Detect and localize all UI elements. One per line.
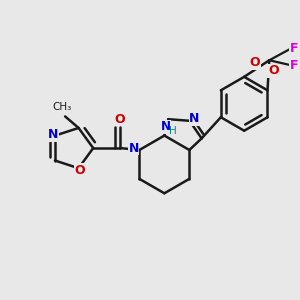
Text: N: N — [189, 112, 200, 125]
Text: O: O — [74, 164, 85, 177]
Text: O: O — [268, 64, 279, 77]
Text: F: F — [290, 42, 298, 55]
Text: H: H — [169, 126, 177, 136]
Text: F: F — [290, 58, 298, 72]
Text: O: O — [250, 56, 260, 69]
Text: O: O — [115, 113, 125, 126]
Text: N: N — [48, 128, 58, 141]
Text: N: N — [160, 120, 170, 134]
Text: N: N — [128, 142, 139, 154]
Text: CH₃: CH₃ — [52, 102, 72, 112]
